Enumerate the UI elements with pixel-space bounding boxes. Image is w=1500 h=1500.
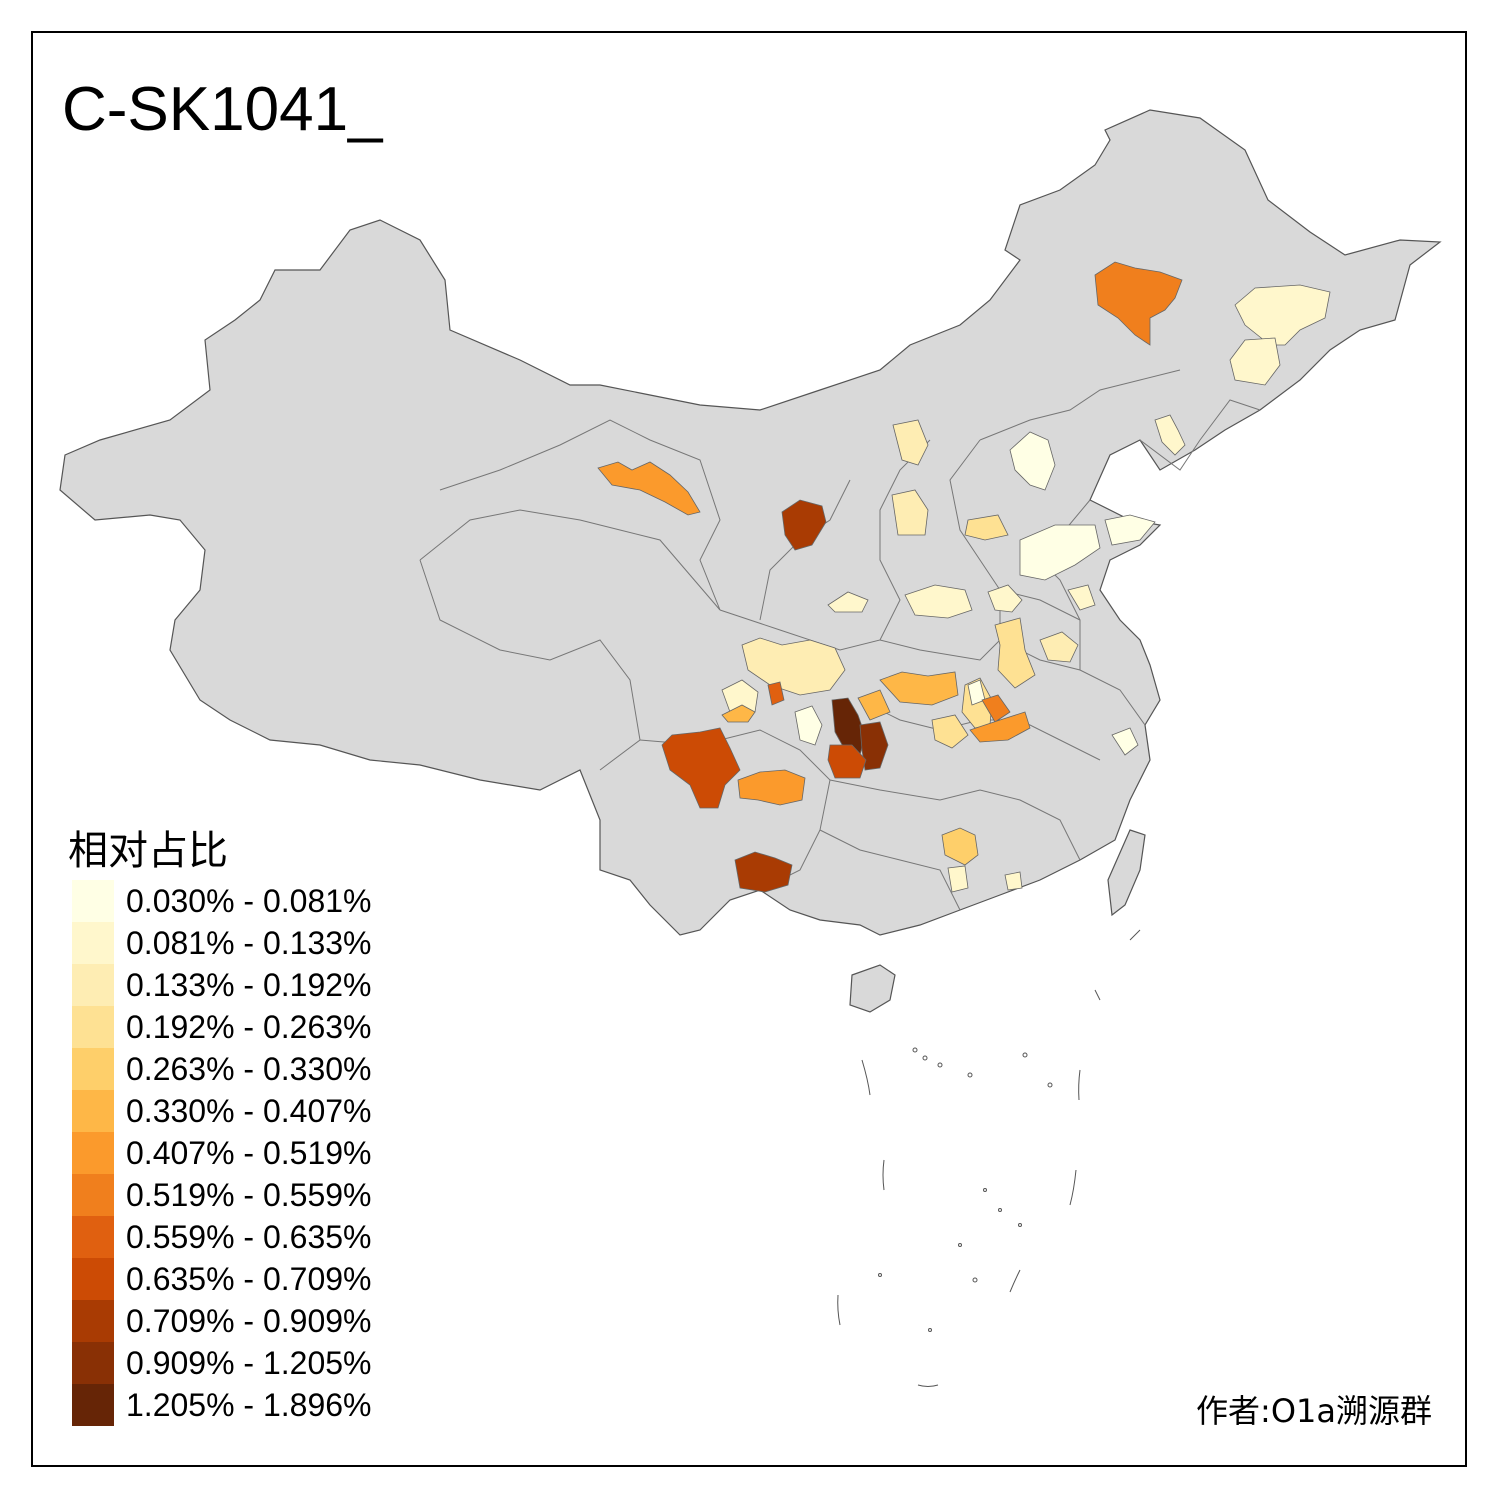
legend-swatch	[72, 1384, 114, 1426]
region-ningxia	[781, 499, 827, 551]
legend-item: 0.133% - 0.192%	[72, 964, 372, 1006]
region-henan	[904, 584, 973, 619]
region-yunnan-south	[734, 851, 793, 893]
region-chongqing-east	[857, 689, 891, 721]
legend-item: 0.030% - 0.081%	[72, 880, 372, 922]
region-anhui-south	[1039, 631, 1079, 663]
legend-item: 0.081% - 0.133%	[72, 922, 372, 964]
legend-item: 0.559% - 0.635%	[72, 1216, 372, 1258]
legend-label: 1.205% - 1.896%	[126, 1387, 372, 1423]
legend-swatch	[72, 1300, 114, 1342]
region-sichuan-north	[741, 637, 846, 696]
legend-swatch	[72, 964, 114, 1006]
region-leshan	[767, 681, 785, 706]
author-credit: 作者:O1a溯源群	[1196, 1392, 1432, 1430]
region-guangdong-east	[1004, 871, 1023, 891]
region-chongqing	[879, 671, 959, 706]
region-zunyi	[827, 744, 867, 779]
region-qiandongnan	[859, 721, 889, 771]
legend-swatch	[72, 1258, 114, 1300]
legend-swatch	[72, 1132, 114, 1174]
legend-swatch	[72, 922, 114, 964]
legend-label: 0.909% - 1.205%	[126, 1345, 372, 1381]
region-liaoning	[1154, 414, 1186, 456]
region-xiangtan	[981, 694, 1011, 723]
legend-label: 0.081% - 0.133%	[126, 925, 372, 961]
region-chongqing-west	[794, 705, 823, 746]
region-yunnan-northwest	[661, 727, 741, 809]
legend-title: 相对占比	[68, 828, 228, 874]
region-shaanxi-south	[827, 591, 869, 613]
legend-item: 0.709% - 0.909%	[72, 1300, 372, 1342]
legend-swatch	[72, 1216, 114, 1258]
region-hexi-corridor	[597, 461, 701, 516]
legend-item: 0.407% - 0.519%	[72, 1132, 372, 1174]
legend-label: 0.559% - 0.635%	[126, 1219, 372, 1255]
legend-swatch	[72, 1090, 114, 1132]
region-henan-east	[987, 584, 1023, 613]
legend-item: 0.263% - 0.330%	[72, 1048, 372, 1090]
region-qiqihar	[1094, 261, 1183, 346]
region-harbin	[1234, 284, 1331, 346]
region-hunan-west	[931, 714, 969, 749]
legend-item: 0.192% - 0.263%	[72, 1006, 372, 1048]
legend-swatch	[72, 1006, 114, 1048]
region-shandong-east	[1104, 514, 1156, 546]
region-shandong-west	[1019, 524, 1101, 581]
legend-item: 0.330% - 0.407%	[72, 1090, 372, 1132]
highlighted-regions	[597, 261, 1331, 893]
legend-swatch	[72, 1174, 114, 1216]
region-sichuan-west	[721, 679, 759, 713]
region-taiyuan	[891, 489, 929, 536]
legend-item: 1.205% - 1.896%	[72, 1384, 372, 1426]
taiwan	[1107, 829, 1146, 917]
region-zhejiang	[1111, 727, 1139, 756]
map-title: C-SK1041_	[62, 75, 383, 144]
legend-item: 0.519% - 0.559%	[72, 1174, 372, 1216]
legend-swatch	[72, 880, 114, 922]
region-guangdong-south	[947, 865, 969, 893]
hainan	[849, 964, 896, 1013]
legend-swatch	[72, 1342, 114, 1384]
region-guangdong-north	[941, 827, 979, 866]
china-mainland	[59, 109, 1442, 936]
region-shijiazhuang	[964, 514, 1009, 541]
region-hebei-north	[1009, 431, 1056, 491]
legend-label: 0.635% - 0.709%	[126, 1261, 372, 1297]
legend-label: 0.407% - 0.519%	[126, 1135, 372, 1171]
region-anhui	[994, 617, 1036, 689]
south-sea-islands	[837, 929, 1141, 1387]
legend-item: 0.909% - 1.205%	[72, 1342, 372, 1384]
legend-swatch	[72, 1048, 114, 1090]
region-suihua	[1229, 337, 1281, 386]
legend-label: 0.030% - 0.081%	[126, 883, 372, 919]
region-yunnan-central	[737, 769, 806, 806]
legend-label: 0.133% - 0.192%	[126, 967, 372, 1003]
legend: 0.030% - 0.081% 0.081% - 0.133% 0.133% - 0…	[72, 880, 372, 1426]
region-datong	[892, 419, 929, 466]
legend-label: 0.709% - 0.909%	[126, 1303, 372, 1339]
legend-label: 0.192% - 0.263%	[126, 1009, 372, 1045]
legend-label: 0.263% - 0.330%	[126, 1051, 372, 1087]
region-jiangsu	[1067, 584, 1096, 611]
legend-label: 0.519% - 0.559%	[126, 1177, 372, 1213]
region-jiangxi	[969, 711, 1031, 743]
region-sichuan-small	[721, 704, 756, 723]
legend-item: 0.635% - 0.709%	[72, 1258, 372, 1300]
legend-label: 0.330% - 0.407%	[126, 1093, 372, 1129]
